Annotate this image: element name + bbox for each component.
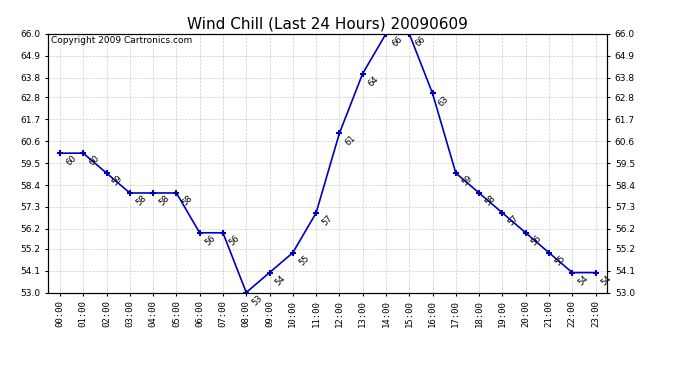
Text: Copyright 2009 Cartronics.com: Copyright 2009 Cartronics.com: [51, 36, 193, 45]
Text: 56: 56: [227, 233, 241, 247]
Text: 61: 61: [344, 134, 357, 148]
Text: 66: 66: [390, 34, 404, 48]
Text: 54: 54: [576, 273, 590, 287]
Text: 59: 59: [110, 174, 124, 188]
Text: 58: 58: [181, 194, 195, 207]
Text: 53: 53: [250, 293, 264, 307]
Text: 57: 57: [506, 213, 520, 227]
Text: 58: 58: [483, 194, 497, 207]
Title: Wind Chill (Last 24 Hours) 20090609: Wind Chill (Last 24 Hours) 20090609: [187, 16, 469, 31]
Text: 58: 58: [157, 194, 171, 207]
Text: 56: 56: [530, 233, 544, 247]
Text: 64: 64: [367, 74, 381, 88]
Text: 66: 66: [413, 34, 427, 48]
Text: 59: 59: [460, 174, 474, 188]
Text: 55: 55: [553, 254, 567, 267]
Text: 55: 55: [297, 254, 310, 267]
Text: 57: 57: [320, 213, 334, 227]
Text: 58: 58: [134, 194, 148, 207]
Text: 60: 60: [64, 154, 78, 168]
Text: 56: 56: [204, 233, 218, 247]
Text: 54: 54: [600, 273, 613, 287]
Text: 63: 63: [437, 94, 451, 108]
Text: 60: 60: [88, 154, 101, 168]
Text: 54: 54: [274, 273, 288, 287]
